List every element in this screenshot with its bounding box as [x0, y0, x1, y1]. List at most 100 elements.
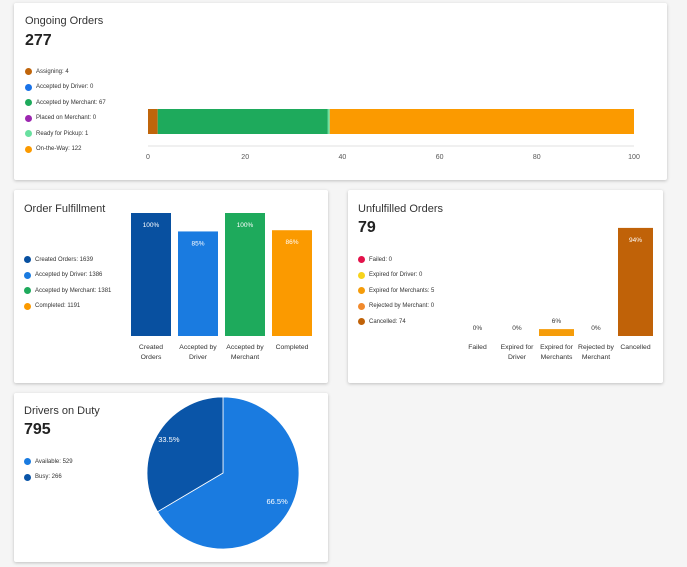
- legend-swatch: [24, 473, 31, 481]
- ongoing-orders-legend: Assigning: 4 Accepted by Driver: 0 Accepte…: [25, 64, 106, 157]
- legend-swatch: [24, 302, 31, 310]
- legend-item: Cancelled: 74: [358, 314, 434, 330]
- drivers-on-duty-pie-chart: 66.5% 33.5%: [146, 396, 300, 550]
- legend-label: Busy: 266: [35, 474, 62, 481]
- legend-swatch: [358, 318, 365, 326]
- data-label: 94%: [629, 237, 642, 244]
- ongoing-orders-title: Ongoing Orders: [25, 15, 104, 27]
- legend-swatch: [24, 256, 31, 264]
- legend-label: Assigning: 4: [36, 68, 69, 75]
- legend-item: Accepted by Merchant: 67: [25, 95, 106, 111]
- legend-swatch: [24, 287, 31, 295]
- category-label: Orders: [141, 354, 162, 361]
- legend-label: Available: 529: [35, 458, 73, 465]
- data-label: 6%: [552, 318, 562, 325]
- legend-swatch: [25, 145, 32, 153]
- bar-segment: [329, 109, 634, 134]
- unfulfilled-orders-total: 79: [358, 219, 376, 236]
- legend-item: Accepted by Merchant: 1381: [24, 283, 111, 299]
- legend-swatch: [24, 271, 31, 279]
- ongoing-orders-stacked-bar: 0 20 40 60 80 100: [146, 109, 640, 161]
- category-label: Expired for: [501, 344, 535, 351]
- data-label: 100%: [237, 222, 254, 229]
- bar-segment: [327, 109, 330, 134]
- legend-swatch: [25, 114, 32, 122]
- legend-label: Accepted by Driver: 1386: [35, 272, 103, 279]
- bar: [272, 230, 312, 336]
- drivers-on-duty-title: Drivers on Duty: [24, 405, 100, 417]
- x-tick-label: 60: [436, 154, 444, 161]
- legend-item: Accepted by Driver: 1386: [24, 268, 111, 284]
- category-label: Driver: [508, 354, 527, 361]
- x-tick-label: 100: [628, 154, 640, 161]
- legend-swatch: [24, 458, 31, 466]
- legend-label: Placed on Merchant: 0: [36, 115, 97, 122]
- category-label: Rejected by: [578, 344, 614, 351]
- unfulfilled-orders-title: Unfulfilled Orders: [358, 203, 443, 215]
- legend-label: Cancelled: 74: [369, 318, 406, 325]
- ongoing-orders-card: Ongoing Orders 277 Assigning: 4 Accepted …: [14, 3, 667, 180]
- drivers-on-duty-card: Drivers on Duty 795 Available: 529 Busy: …: [14, 393, 328, 562]
- legend-swatch: [25, 130, 32, 138]
- bar: [131, 213, 171, 336]
- bar-segment: [157, 109, 328, 134]
- data-label: 0%: [473, 325, 483, 332]
- legend-swatch: [358, 271, 365, 279]
- legend-label: Expired for Merchants: 5: [369, 287, 435, 294]
- category-label: Merchants: [541, 354, 573, 361]
- legend-item: Assigning: 4: [25, 64, 106, 80]
- data-label: 85%: [191, 240, 204, 247]
- legend-swatch: [25, 68, 32, 76]
- bar: [178, 231, 218, 336]
- legend-label: Expired for Driver: 0: [369, 272, 423, 279]
- legend-item: Rejected by Merchant: 0: [358, 299, 434, 315]
- unfulfilled-orders-card: Unfulfilled Orders 79 Failed: 0 Expired f…: [348, 190, 663, 383]
- legend-label: Rejected by Merchant: 0: [369, 303, 435, 310]
- x-tick-label: 40: [339, 154, 347, 161]
- legend-swatch: [25, 99, 32, 107]
- legend-label: Accepted by Merchant: 67: [36, 99, 106, 106]
- order-fulfillment-card: Order Fulfillment Created Orders: 1639 Ac…: [14, 190, 328, 383]
- legend-swatch: [358, 287, 365, 295]
- x-tick-label: 80: [533, 154, 541, 161]
- drivers-on-duty-total: 795: [24, 421, 51, 438]
- legend-item: Placed on Merchant: 0: [25, 111, 106, 127]
- legend-swatch: [358, 256, 365, 264]
- unfulfilled-orders-bar-chart: 0% Failed 0% Expired for Driver 6% Expired for…: [468, 227, 653, 361]
- category-label: Created: [139, 344, 163, 351]
- legend-item: Accepted by Driver: 0: [25, 80, 106, 96]
- ongoing-orders-total: 277: [25, 32, 52, 49]
- bar: [539, 329, 574, 336]
- data-label: 100%: [143, 222, 160, 229]
- category-label: Merchant: [231, 354, 259, 361]
- category-label: Failed: [468, 344, 487, 351]
- legend-item: Expired for Merchants: 5: [358, 283, 434, 299]
- category-label: Driver: [189, 354, 208, 361]
- category-label: Accepted by: [226, 344, 264, 351]
- legend-item: Available: 529: [24, 454, 73, 470]
- data-label: 0%: [512, 325, 522, 332]
- drivers-on-duty-legend: Available: 529 Busy: 266: [24, 454, 73, 485]
- legend-item: Expired for Driver: 0: [358, 268, 434, 284]
- category-label: Accepted by: [179, 344, 217, 351]
- legend-label: On-the-Way: 122: [36, 146, 82, 153]
- pie-slice: [146, 396, 224, 513]
- legend-label: Ready for Pickup: 1: [36, 130, 89, 137]
- legend-item: Busy: 266: [24, 470, 73, 486]
- legend-swatch: [358, 302, 365, 310]
- order-fulfillment-bar-chart: 100% Created Orders 85% Accepted by Driver 100…: [131, 213, 312, 361]
- legend-label: Failed: 0: [369, 256, 393, 263]
- category-label: Expired for: [540, 344, 574, 351]
- x-tick-label: 0: [146, 154, 150, 161]
- order-fulfillment-title: Order Fulfillment: [24, 203, 106, 215]
- unfulfilled-orders-legend: Failed: 0 Expired for Driver: 0 Expired fo…: [358, 252, 434, 330]
- category-label: Merchant: [582, 354, 610, 361]
- pie-slice: [157, 396, 300, 550]
- category-label: Cancelled: [620, 344, 650, 351]
- legend-label: Completed: 1191: [35, 303, 81, 310]
- data-label: 0%: [591, 325, 601, 332]
- data-label: 86%: [285, 239, 298, 246]
- legend-label: Created Orders: 1639: [35, 256, 94, 263]
- order-fulfillment-legend: Created Orders: 1639 Accepted by Driver: …: [24, 252, 111, 314]
- legend-label: Accepted by Driver: 0: [36, 84, 94, 91]
